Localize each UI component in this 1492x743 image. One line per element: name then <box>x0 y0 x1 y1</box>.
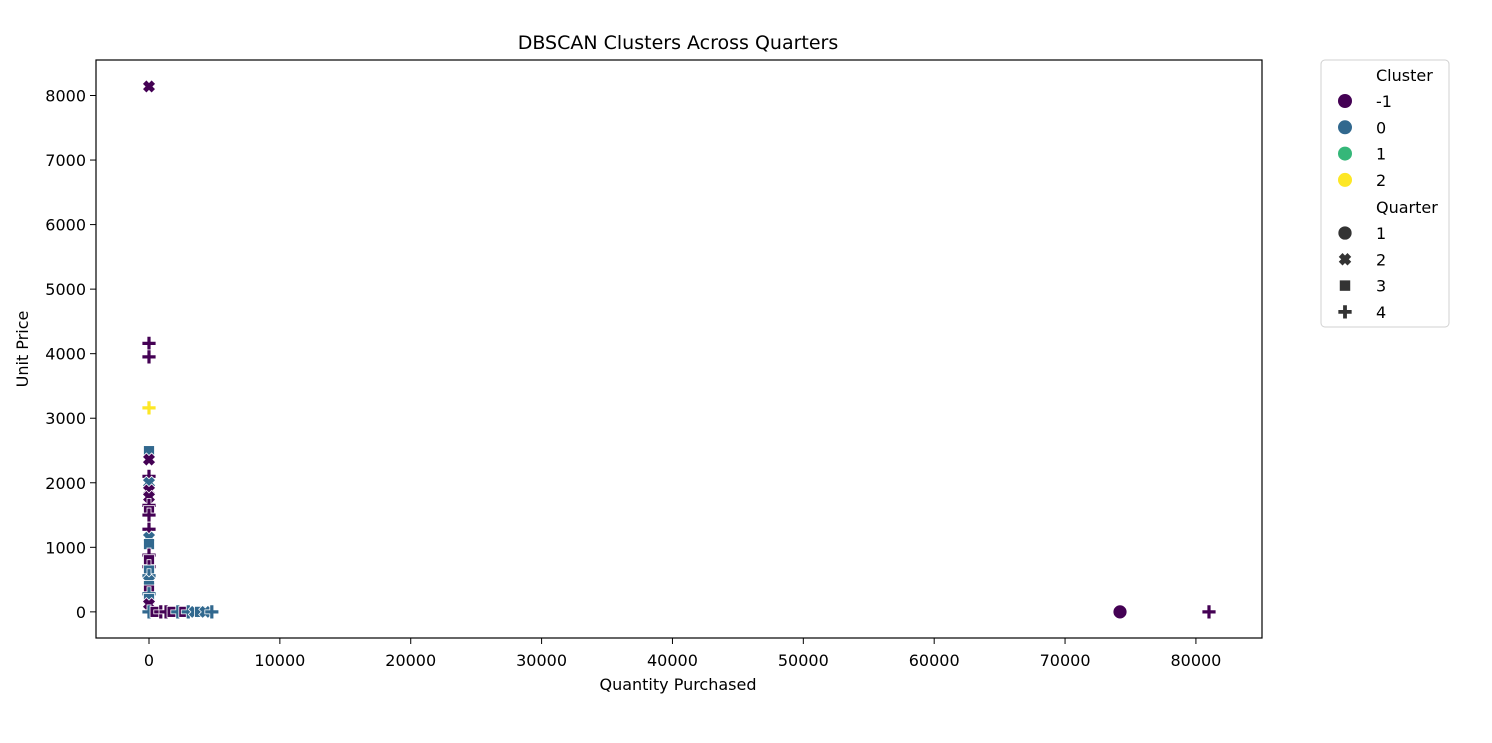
legend-quarter-label: 4 <box>1376 303 1386 322</box>
x-tick-label: 10000 <box>254 651 305 670</box>
legend-cluster-label: 1 <box>1376 145 1386 164</box>
legend-cluster-marker <box>1338 94 1352 108</box>
legend-cluster-label: 0 <box>1376 118 1386 137</box>
data-point <box>141 452 157 467</box>
legend-quarter-label: 1 <box>1376 224 1386 243</box>
legend-style-title: Quarter <box>1376 198 1438 217</box>
data-point <box>204 604 220 620</box>
x-tick-label: 60000 <box>909 651 960 670</box>
y-tick-label: 4000 <box>45 345 86 364</box>
legend-cluster-marker <box>1338 120 1352 135</box>
legend-cluster-marker <box>1338 146 1352 161</box>
y-tick-label: 5000 <box>45 280 86 299</box>
legend-hue-title: Cluster <box>1376 66 1433 85</box>
data-point <box>141 335 157 351</box>
y-axis-title: Unit Price <box>13 311 32 388</box>
chart-title: DBSCAN Clusters Across Quarters <box>518 32 839 54</box>
legend-quarter-marker <box>1338 226 1352 240</box>
legend-frame <box>1320 59 1450 328</box>
plot-frame <box>95 59 1263 639</box>
x-tick-label: 0 <box>144 651 154 670</box>
y-tick-label: 6000 <box>45 216 86 235</box>
data-points <box>141 79 1217 620</box>
x-tick-label: 30000 <box>516 651 567 670</box>
legend-quarter-label: 3 <box>1376 277 1386 296</box>
y-tick-label: 2000 <box>45 474 86 493</box>
legend-cluster-label: 2 <box>1376 171 1386 190</box>
x-tick-label: 50000 <box>778 651 829 670</box>
data-point <box>141 400 157 416</box>
x-axis-title: Quantity Purchased <box>599 675 756 694</box>
legend-quarter-marker <box>1338 305 1352 319</box>
y-tick-label: 7000 <box>45 151 86 170</box>
legend-quarter-marker <box>1339 280 1351 291</box>
y-tick-label: 1000 <box>45 538 86 557</box>
y-tick-label: 3000 <box>45 409 86 428</box>
data-point <box>141 79 157 94</box>
legend-quarter-label: 2 <box>1376 250 1386 269</box>
legend: Cluster Quarter -1 0 1 2 1 2 3 4 <box>1320 59 1450 328</box>
data-point <box>1112 604 1128 620</box>
data-point <box>1201 604 1217 620</box>
legend-cluster-label: -1 <box>1376 92 1392 111</box>
y-tick-label: 0 <box>76 603 86 622</box>
legend-cluster-marker <box>1338 172 1352 187</box>
data-point <box>141 349 157 365</box>
x-tick-label: 70000 <box>1040 651 1091 670</box>
legend-quarter-marker <box>1338 253 1352 266</box>
x-axis: 0 10000 20000 30000 40000 50000 60000 70000 8000… <box>144 638 1221 670</box>
x-tick-label: 20000 <box>385 651 436 670</box>
x-tick-label: 80000 <box>1170 651 1221 670</box>
y-axis: 0 1000 2000 3000 4000 5000 6000 7000 8000 <box>45 86 96 622</box>
y-tick-label: 8000 <box>45 86 86 105</box>
x-tick-label: 40000 <box>647 651 698 670</box>
